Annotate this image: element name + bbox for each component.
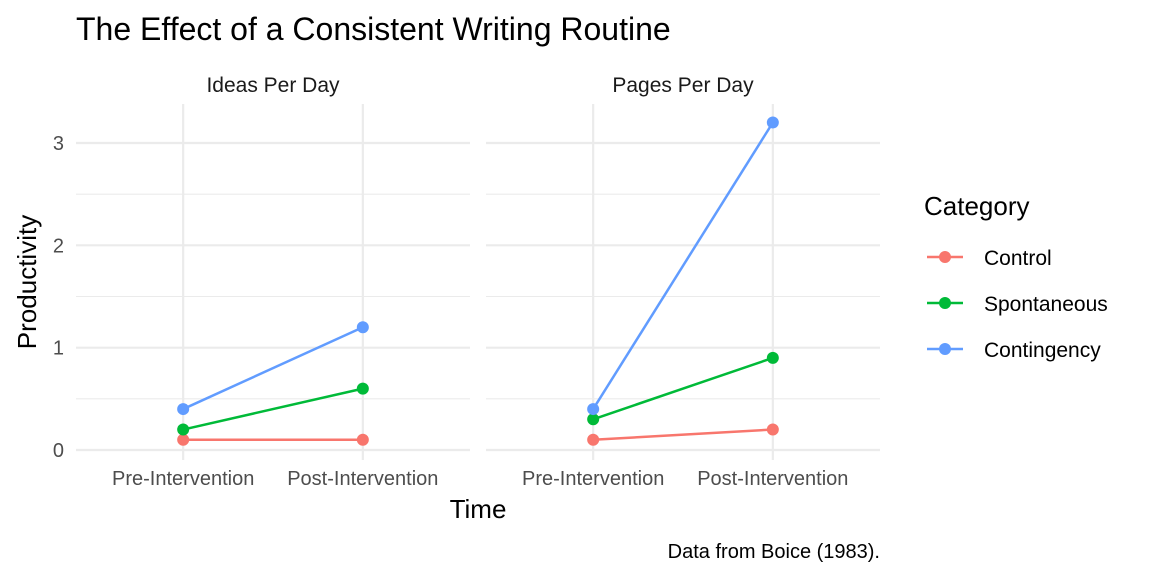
legend-label: Contingency xyxy=(984,339,1101,362)
legend: Category Control Spontaneous Contingency xyxy=(924,191,1108,362)
y-tick-label: 0 xyxy=(53,440,64,462)
data-point-spontaneous xyxy=(587,413,600,426)
x-tick-label: Post-Intervention xyxy=(697,468,848,490)
facet-panel-1: Ideas Per Day Pre-Intervention Post-Interv… xyxy=(76,74,470,490)
legend-key-contingency xyxy=(927,343,963,355)
legend-key-spontaneous xyxy=(927,297,963,309)
data-point-contingency xyxy=(177,403,190,416)
data-point-spontaneous xyxy=(177,423,190,436)
legend-key-point xyxy=(939,251,951,263)
data-point-control xyxy=(587,433,600,446)
data-point-control xyxy=(356,433,369,446)
y-tick-label: 1 xyxy=(53,338,64,360)
x-axis-title: Time xyxy=(450,494,507,524)
series-line-spontaneous xyxy=(182,387,364,431)
x-tick-label: Post-Intervention xyxy=(287,468,438,490)
data-point-spontaneous xyxy=(766,351,779,364)
data-point-contingency xyxy=(356,321,369,334)
x-tick-label: Pre-Intervention xyxy=(112,468,254,490)
legend-key-point xyxy=(939,297,951,309)
legend-title: Category xyxy=(924,191,1030,221)
data-point-control xyxy=(177,433,190,446)
chart-title: The Effect of a Consistent Writing Routi… xyxy=(76,11,671,47)
series-line-control xyxy=(593,428,773,442)
caption: Data from Boice (1983). xyxy=(668,541,880,563)
legend-label: Control xyxy=(984,247,1052,270)
data-point-control xyxy=(766,423,779,436)
facet-strip-label: Pages Per Day xyxy=(612,74,754,97)
series-line-spontaneous xyxy=(592,356,774,421)
data-point-contingency xyxy=(766,116,779,129)
series-line-contingency xyxy=(182,326,364,411)
y-tick-label: 3 xyxy=(53,133,64,155)
facet-strip-label: Ideas Per Day xyxy=(206,74,340,97)
facet-panel-2: Pages Per Day Pre-Intervention Post-Interv… xyxy=(486,74,880,490)
series-line-contingency xyxy=(592,121,774,410)
legend-key-point xyxy=(939,343,951,355)
panels: Ideas Per Day Pre-Intervention Post-Interv… xyxy=(53,74,880,490)
data-point-spontaneous xyxy=(356,382,369,395)
x-tick-label: Pre-Intervention xyxy=(522,468,664,490)
y-axis-title: Productivity xyxy=(12,215,42,349)
legend-label: Spontaneous xyxy=(984,293,1108,316)
legend-key-control xyxy=(927,251,963,263)
data-point-contingency xyxy=(587,403,600,416)
y-tick-label: 2 xyxy=(53,235,64,257)
